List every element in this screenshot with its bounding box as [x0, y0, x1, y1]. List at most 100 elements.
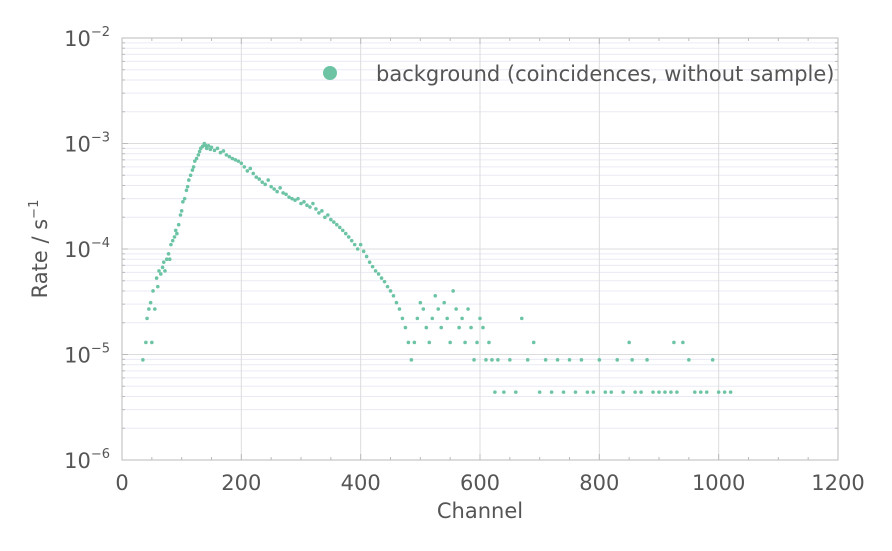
y-tick-exponent: −4: [91, 236, 110, 251]
data-point: [163, 269, 167, 273]
data-point: [182, 196, 187, 201]
data-point: [326, 213, 330, 217]
data-points: [141, 141, 733, 394]
data-point: [169, 242, 173, 247]
data-point: [227, 154, 232, 159]
data-point: [609, 390, 614, 394]
y-axis-title-text: Rate / s: [28, 219, 52, 299]
y-tick-label: 10−5: [64, 342, 110, 368]
data-point: [463, 340, 467, 345]
data-point: [442, 300, 447, 305]
data-point: [490, 358, 494, 362]
data-point: [681, 340, 685, 345]
data-point: [421, 307, 426, 311]
data-point: [687, 358, 691, 362]
y-tick-base: 10: [64, 27, 91, 51]
data-point: [496, 358, 500, 362]
data-point: [531, 340, 536, 345]
data-point: [187, 178, 191, 182]
data-point: [170, 238, 175, 243]
y-tick-base: 10: [64, 344, 91, 368]
data-point: [698, 390, 703, 394]
data-point: [141, 358, 145, 362]
data-point: [627, 340, 631, 345]
data-point: [502, 390, 506, 394]
data-point: [197, 149, 202, 154]
data-point: [710, 358, 715, 362]
data-point: [284, 192, 288, 197]
data-point: [281, 191, 285, 195]
data-point: [191, 165, 196, 169]
data-point: [346, 235, 351, 239]
legend-marker: [323, 66, 337, 80]
data-point: [406, 340, 411, 345]
data-point: [382, 279, 387, 284]
data-point: [445, 316, 449, 321]
data-point: [436, 307, 441, 311]
axis-ticks: [121, 37, 839, 461]
data-point: [543, 358, 548, 362]
data-point: [332, 220, 336, 224]
data-point: [633, 390, 637, 394]
data-point: [597, 358, 602, 362]
data-point: [657, 390, 661, 394]
data-point: [157, 269, 161, 273]
data-point: [254, 175, 259, 179]
data-point: [272, 187, 276, 191]
data-point: [409, 358, 414, 362]
data-point: [514, 390, 518, 394]
data-point: [196, 153, 201, 157]
y-tick-exponent: −2: [91, 25, 110, 40]
data-point: [317, 211, 321, 215]
x-tick-label: 400: [341, 471, 381, 495]
data-point: [161, 260, 166, 264]
data-point: [233, 158, 238, 162]
data-point: [675, 390, 679, 394]
data-point: [166, 252, 171, 256]
data-point: [454, 307, 458, 311]
data-point: [451, 289, 455, 293]
data-point: [561, 390, 566, 394]
data-point: [337, 225, 342, 230]
data-point: [305, 203, 309, 208]
y-tick-base: 10: [64, 133, 91, 157]
data-point: [427, 340, 432, 345]
data-point: [525, 358, 530, 362]
x-tick-label: 0: [115, 471, 128, 495]
data-point: [388, 289, 393, 293]
data-point: [603, 390, 608, 394]
data-point: [290, 196, 294, 201]
data-point: [663, 390, 667, 394]
data-point: [460, 316, 464, 321]
data-point: [335, 222, 339, 227]
data-point: [472, 358, 476, 362]
data-point: [519, 316, 524, 321]
data-point: [457, 325, 461, 330]
data-point: [385, 284, 390, 289]
data-point: [343, 231, 348, 236]
data-point: [215, 146, 220, 151]
data-point: [320, 209, 324, 213]
x-tick-labels: 0 200 400 600 800 1000 1200: [115, 471, 864, 495]
data-point: [172, 235, 177, 239]
data-point: [176, 222, 181, 227]
data-point: [630, 358, 634, 362]
data-point: [181, 200, 185, 204]
data-point: [296, 196, 300, 201]
data-point: [645, 358, 649, 362]
y-tick-base: 10: [64, 238, 91, 262]
data-point: [340, 228, 345, 233]
data-point: [188, 173, 193, 178]
data-point: [323, 215, 327, 220]
data-point: [704, 390, 709, 394]
data-point: [391, 294, 396, 298]
data-point: [245, 169, 250, 173]
data-point: [164, 257, 169, 262]
data-point: [251, 171, 256, 176]
data-point: [144, 340, 148, 345]
data-point: [185, 184, 190, 189]
y-axis-title-exponent: −1: [27, 200, 42, 219]
data-point: [167, 257, 172, 262]
data-point: [154, 276, 159, 280]
data-point: [204, 146, 209, 151]
